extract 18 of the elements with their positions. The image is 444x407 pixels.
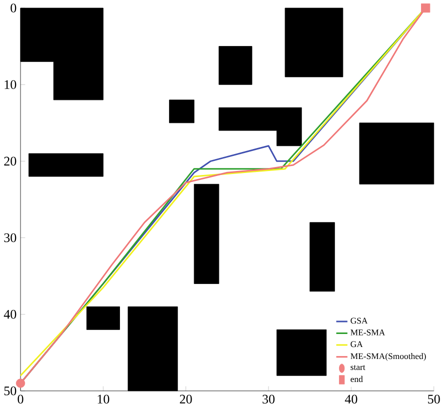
x-tick-label: 20: [180, 394, 192, 404]
y-tick-label: 30: [4, 233, 16, 242]
legend-label: ME-SMA: [350, 329, 386, 336]
x-tick-label: 50: [428, 394, 440, 404]
legend-label: GA: [350, 341, 363, 348]
legend-label: end: [350, 376, 363, 382]
y-tick-label: 40: [4, 310, 16, 319]
x-tick-label: 10: [98, 394, 110, 404]
x-tick-label: 40: [344, 394, 358, 404]
legend-label: GSA: [350, 318, 368, 324]
legend-label: ME-SMA(Smoothed): [350, 352, 426, 361]
y-tick-label: 0: [10, 4, 16, 12]
y-tick-label: 10: [4, 80, 16, 89]
y-tick-label: 50: [4, 386, 16, 396]
x-tick-label: 30: [262, 394, 275, 404]
x-tick-label: 0: [18, 394, 24, 404]
y-tick-label: 20: [4, 156, 16, 166]
legend-label: start: [350, 364, 366, 370]
